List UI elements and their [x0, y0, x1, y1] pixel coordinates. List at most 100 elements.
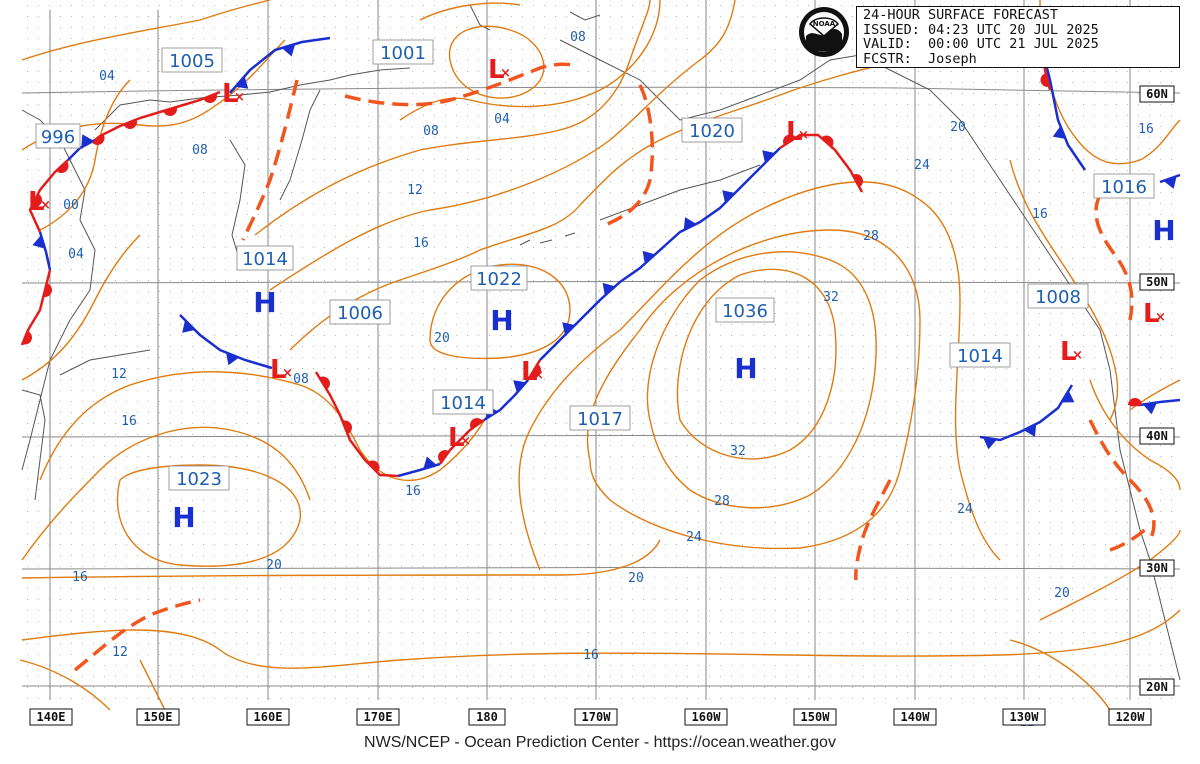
warm-front-pip — [123, 119, 137, 129]
low-x: × — [282, 366, 293, 381]
isobar-label: 16 — [413, 236, 429, 251]
isobar-label: 20 — [950, 120, 966, 135]
center-letter: H — [490, 304, 513, 337]
lon-text: 150W — [801, 710, 831, 724]
logo-text: NOAA — [813, 20, 836, 28]
lon-label: 140E — [29, 708, 73, 726]
low-marker: L× — [222, 79, 245, 109]
low-letter: L — [1060, 337, 1077, 367]
low-x: × — [1072, 348, 1083, 363]
cold-front-pip — [602, 282, 616, 296]
low-letter: L — [488, 55, 505, 85]
lon-text: 120W — [1116, 710, 1146, 724]
warm-front-line — [314, 371, 399, 478]
cold-front-pip — [983, 437, 997, 450]
low-x: × — [798, 128, 809, 143]
isobar-label: 12 — [407, 183, 423, 198]
center-value: 1016 — [1101, 177, 1147, 198]
isobar-label: 08 — [192, 143, 208, 158]
warm-front-pip — [438, 450, 450, 463]
isobar-label: 08 — [293, 372, 309, 387]
isobar-label: 16 — [405, 484, 421, 499]
warm-front-pip — [92, 133, 105, 145]
lon-text: 140W — [901, 710, 931, 724]
lon-text: 140E — [37, 710, 66, 724]
noaa-logo: NOAA — [799, 7, 849, 57]
isobar-label: 04 — [68, 247, 84, 262]
low-marker: L× — [448, 423, 471, 453]
low-letter: L — [1143, 299, 1160, 329]
troughs — [73, 62, 1156, 672]
isobar-label: 16 — [1032, 207, 1048, 222]
isobar-label: 16 — [72, 570, 88, 585]
center-value: 1017 — [577, 409, 623, 430]
lat-text: 20N — [1146, 680, 1168, 694]
isobar-label: 32 — [823, 290, 839, 305]
isobar-label: 20 — [266, 558, 282, 573]
low-letter: L — [521, 357, 538, 387]
cold-front-line — [229, 36, 331, 94]
warm-front-pip — [530, 363, 541, 377]
forecast-info-box: 24-HOUR SURFACE FORECAST ISSUED: 04:23 U… — [856, 6, 1180, 68]
isobars — [19, 0, 1181, 711]
footer-credit: NWS/NCEP - Ocean Prediction Center - htt… — [364, 734, 836, 751]
center-box: 1016 H — [1093, 173, 1176, 247]
center-value: 1005 — [169, 51, 215, 72]
center-box: 1008 — [1027, 283, 1089, 309]
low-x: × — [40, 198, 51, 213]
low-x: × — [460, 434, 471, 449]
warm-front-pip — [342, 420, 352, 434]
cold-front-pip — [1143, 402, 1157, 415]
lon-text: 150E — [144, 710, 173, 724]
isobar-label: 08 — [423, 124, 439, 139]
low-x: × — [533, 368, 544, 383]
lat-label: 50N — [1139, 273, 1175, 291]
lon-label: 160E — [246, 708, 290, 726]
pressure-centers: 1014 H 1022 H 1036 H 1023 H 1016 H 996 — [35, 39, 1176, 534]
isobar-label: 20 — [628, 571, 644, 586]
longitude-labels: 140E 150E 160E 170E 180 170W 160W 150W 1… — [29, 708, 1152, 726]
isobar-label: 08 — [570, 30, 586, 45]
lat-text: 50N — [1146, 275, 1168, 289]
cold-front-pip — [1023, 423, 1037, 437]
center-value: 1014 — [440, 393, 486, 414]
cold-front-pip — [722, 190, 735, 203]
center-box: 1005 — [161, 47, 223, 73]
center-value: 1006 — [337, 303, 383, 324]
warm-front-pip — [163, 106, 178, 116]
lon-text: 130W — [1010, 710, 1040, 724]
cold-front-pip — [1052, 126, 1066, 139]
low-x: × — [234, 90, 245, 105]
isobar-label: 24 — [914, 158, 930, 173]
warm-front-pip — [1040, 73, 1050, 87]
cold-front-pip — [562, 322, 575, 335]
center-box: 1022 H — [470, 265, 528, 337]
issued-time: ISSUED: 04:23 UTC 20 JUL 2025 — [863, 21, 1099, 38]
lon-label: 180 — [468, 708, 506, 726]
lat-label: 30N — [1139, 559, 1175, 577]
isobar-label: 12 — [112, 645, 128, 660]
lat-text: 30N — [1146, 561, 1168, 575]
isobar-label: 20 — [1054, 586, 1070, 601]
lon-label: 150E — [136, 708, 180, 726]
warm-front-pip — [821, 135, 834, 148]
cold-front-pip — [32, 235, 46, 249]
coastlines — [21, 4, 1181, 681]
isobar-labels: 04 08 00 04 08 04 08 12 16 20 12 16 08 1… — [63, 30, 1154, 730]
center-letter: H — [1152, 214, 1175, 247]
warm-front-pip — [56, 161, 69, 174]
lat-text: 40N — [1146, 429, 1168, 443]
center-box: 1036 H — [715, 297, 775, 385]
warm-front-pip — [43, 283, 52, 297]
lat-label: 40N — [1139, 427, 1175, 445]
lon-label: 160W — [684, 708, 728, 726]
cold-front-pip — [182, 320, 195, 333]
cold-front-pip — [81, 134, 94, 148]
isobar-label: 32 — [730, 444, 746, 459]
cold-front-pip — [226, 352, 239, 366]
center-box: 1006 — [329, 299, 391, 325]
cold-front-pip — [762, 150, 775, 163]
low-x: × — [1155, 310, 1166, 325]
cold-front-line — [1139, 398, 1181, 407]
